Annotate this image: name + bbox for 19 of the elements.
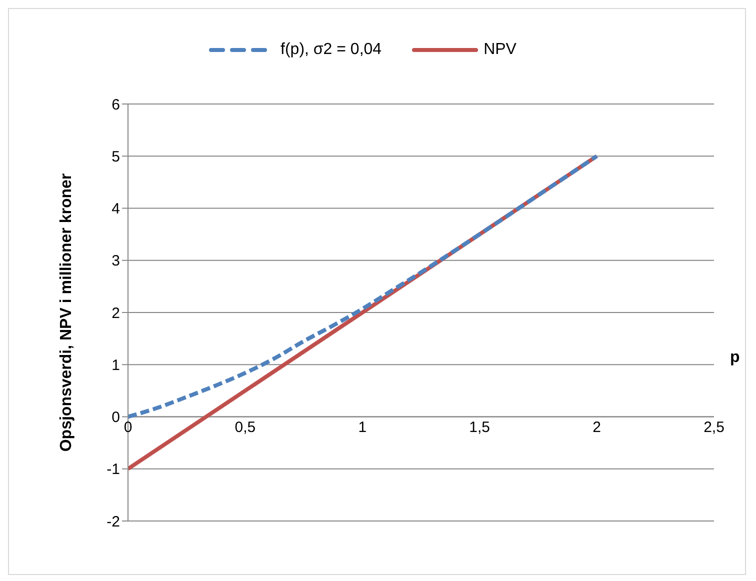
y-tick-label: 1 [112,356,120,374]
x-tick-label: 1,5 [469,418,490,436]
x-tick-label: 2,5 [704,418,724,436]
y-tick-label: 2 [112,304,120,322]
y-tick-label: 5 [112,148,120,166]
y-tick-label: -2 [106,513,120,530]
x-axis-title: p [730,348,740,366]
y-tick-label: 3 [112,252,120,270]
y-axis-title: Opsjonsverdi, NPV i millioner kroner [58,173,75,452]
y-tick-label: 4 [112,200,120,218]
y-tick-label: -1 [106,461,120,478]
y-tick-label: 6 [112,96,120,114]
x-tick-label: 2 [592,418,601,436]
legend-label: NPV [484,41,516,59]
x-tick-label: 0,5 [234,418,256,436]
legend-label: f(p), σ2 = 0,04 [280,41,382,59]
line-series [128,154,599,419]
x-tick-label: 0 [124,418,132,436]
x-tick-label: 1 [358,418,367,436]
